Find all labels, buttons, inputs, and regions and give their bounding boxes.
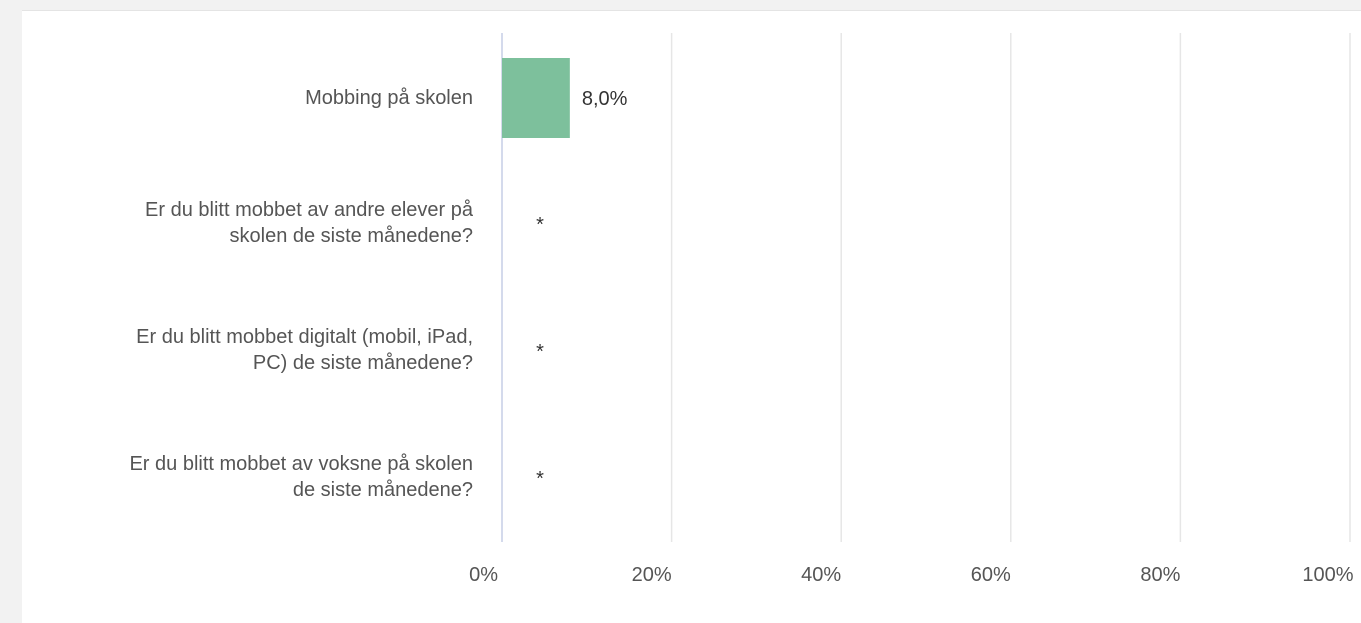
category-label: Er du blitt mobbet digitalt (mobil, iPad… — [136, 324, 473, 376]
category-label-line: Er du blitt mobbet av voksne på skolen — [129, 453, 473, 475]
bar — [502, 58, 570, 138]
category-label: Mobbing på skolen — [305, 85, 473, 111]
category-label-line: de siste månedene? — [292, 479, 473, 501]
category-label-line: Mobbing på skolen — [305, 87, 473, 109]
category-label: Er du blitt mobbet av voksne på skolen de… — [129, 451, 473, 503]
data-label: * — [536, 468, 544, 490]
category-label: Er du blitt mobbet av andre elever på sko… — [145, 197, 473, 249]
category-label-line: skolen de siste månedene? — [229, 225, 474, 247]
x-tick-label: 40% — [801, 564, 841, 586]
data-label: * — [536, 214, 544, 236]
data-label: 8,0% — [582, 88, 628, 110]
x-tick-label: 100% — [1302, 564, 1353, 586]
x-tick-label: 60% — [971, 564, 1011, 586]
category-label-line: PC) de siste månedene? — [252, 352, 473, 374]
category-label-line: Er du blitt mobbet digitalt (mobil, iPad… — [136, 326, 473, 348]
x-tick-label: 20% — [632, 564, 672, 586]
x-tick-label: 0% — [469, 564, 498, 586]
data-label: * — [536, 341, 544, 363]
x-tick-label: 80% — [1140, 564, 1180, 586]
category-label-line: Er du blitt mobbet av andre elever på — [145, 199, 473, 221]
chart-panel — [22, 10, 1361, 623]
